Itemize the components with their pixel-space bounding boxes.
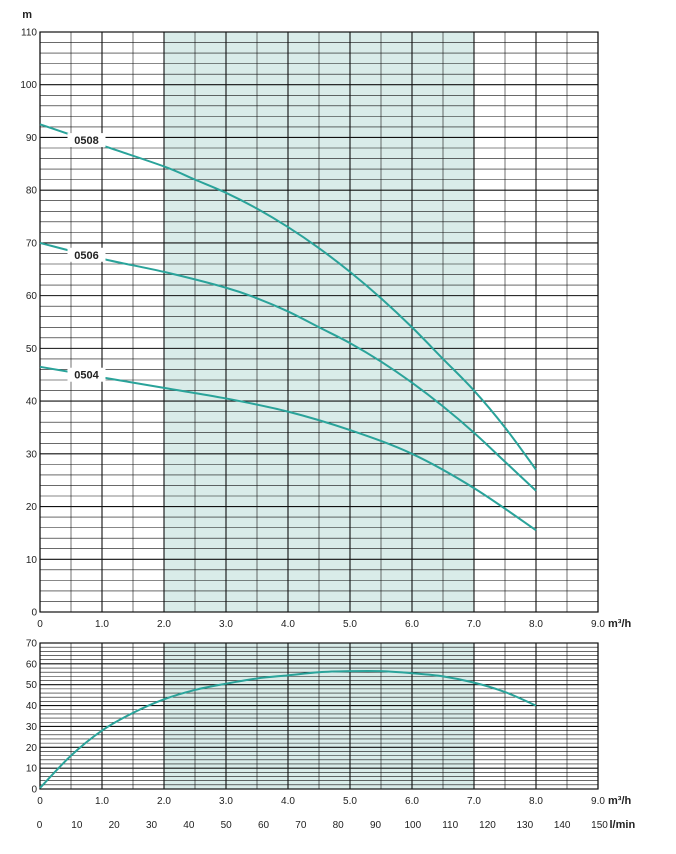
efficiency-x-tick-label: 0 [37, 796, 43, 807]
efficiency-y-tick-label: 20 [26, 743, 38, 754]
efficiency-x2-tick-label: 80 [333, 820, 345, 831]
efficiency-x-tick-label: 9.0 [591, 796, 605, 807]
head-x-tick-label: 8.0 [529, 619, 543, 630]
efficiency-x-tick-label: 5.0 [343, 796, 357, 807]
series-label-bg-0508 [67, 133, 106, 148]
head-x-tick-label: 2.0 [157, 619, 171, 630]
efficiency-y-tick-label: 40 [26, 701, 38, 712]
efficiency-frame [39, 642, 599, 790]
efficiency-x-tick-label: 2.0 [157, 796, 171, 807]
efficiency-x2-axis-unit: l/min [610, 819, 636, 831]
series-label-bg-0506 [67, 247, 106, 262]
efficiency-x2-tick-label: 50 [221, 820, 233, 831]
head-frame [39, 31, 599, 613]
efficiency-x2-tick-label: 70 [295, 820, 307, 831]
efficiency-y-tick-label: 10 [26, 764, 38, 775]
head-curve-0504 [39, 365, 537, 532]
head-y-tick-label: 40 [26, 397, 38, 408]
efficiency-x-tick-label: 1.0 [95, 796, 109, 807]
efficiency-x-tick-label: 8.0 [529, 796, 543, 807]
head-x-tick-label: 3.0 [219, 619, 233, 630]
efficiency-x-axis-unit: m³/h [608, 795, 632, 807]
efficiency-x2-tick-label: 110 [442, 820, 458, 831]
efficiency-curve-efficiency [39, 669, 537, 789]
series-label-0506: 0506 [74, 250, 98, 262]
efficiency-x2-tick-label: 120 [479, 820, 496, 831]
head-y-tick-label: 10 [26, 555, 38, 566]
head-x-tick-label: 9.0 [591, 619, 605, 630]
efficiency-x2-tick-label: 40 [183, 820, 195, 831]
head-x-axis-unit: m³/h [608, 618, 632, 630]
head-y-tick-label: 20 [26, 502, 38, 513]
series-label-bg-0504 [67, 367, 106, 382]
head-x-tick-label: 0 [37, 619, 43, 630]
head-x-tick-label: 6.0 [405, 619, 419, 630]
head-curve-0508 [39, 123, 537, 471]
head-y-tick-label: 100 [20, 80, 37, 91]
efficiency-x2-tick-label: 20 [109, 820, 121, 831]
efficiency-x-tick-label: 6.0 [405, 796, 419, 807]
efficiency-x-tick-label: 4.0 [281, 796, 295, 807]
head-y-tick-label: 0 [31, 608, 37, 619]
head-y-tick-label: 60 [26, 291, 38, 302]
efficiency-x2-tick-label: 10 [71, 820, 83, 831]
head-y-tick-label: 70 [26, 238, 38, 249]
efficiency-y-tick-label: 30 [26, 722, 38, 733]
efficiency-x2-tick-label: 90 [370, 820, 382, 831]
head-y-tick-label: 90 [26, 133, 38, 144]
efficiency-x2-tick-label: 0 [37, 820, 43, 831]
efficiency-x2-tick-label: 60 [258, 820, 270, 831]
head-x-tick-label: 5.0 [343, 619, 357, 630]
efficiency-x-tick-label: 3.0 [219, 796, 233, 807]
efficiency-x2-tick-label: 30 [146, 820, 158, 831]
efficiency-x2-tick-label: 100 [404, 820, 421, 831]
head-x-tick-label: 4.0 [281, 619, 295, 630]
efficiency-x-tick-label: 7.0 [467, 796, 481, 807]
efficiency-y-tick-label: 0 [31, 785, 37, 796]
head-x-tick-label: 7.0 [467, 619, 481, 630]
head-curve-0506 [39, 241, 537, 492]
efficiency-y-tick-label: 50 [26, 680, 38, 691]
efficiency-y-tick-label: 70 [26, 639, 38, 650]
efficiency-x2-tick-label: 140 [554, 820, 571, 831]
head-y-tick-label: 110 [21, 28, 37, 39]
efficiency-x2-tick-label: 130 [516, 820, 533, 831]
efficiency-x2-tick-label: 150 [591, 820, 608, 831]
efficiency-y-tick-label: 60 [26, 659, 38, 670]
series-label-0504: 0504 [74, 370, 99, 382]
series-label-0508: 0508 [74, 135, 98, 147]
head-y-tick-label: 50 [26, 344, 38, 355]
head-y-tick-label: 80 [26, 186, 38, 197]
head-y-axis-unit: m [22, 9, 32, 21]
head-y-tick-label: 30 [26, 449, 38, 460]
head-x-tick-label: 1.0 [95, 619, 109, 630]
